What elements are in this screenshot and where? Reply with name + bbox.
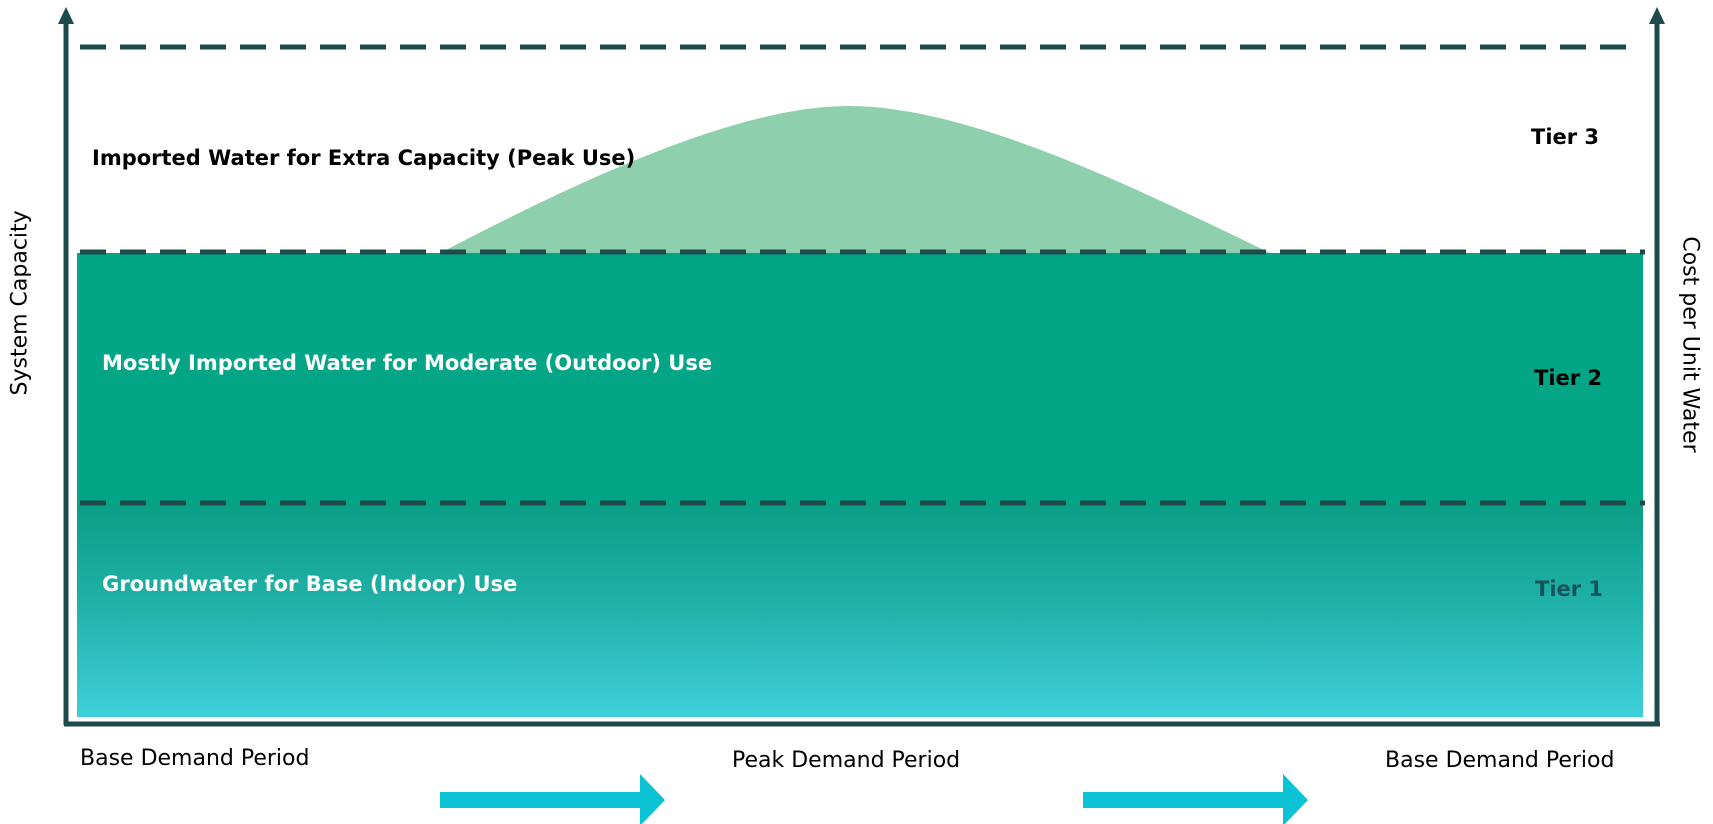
tier2-band — [77, 253, 1643, 503]
x-label-middle: Peak Demand Period — [732, 748, 961, 773]
right-axis-arrowhead — [1649, 7, 1665, 24]
tier2-description: Mostly Imported Water for Moderate (Outd… — [102, 351, 713, 375]
right-axis-title: Cost per Unit Water — [1677, 236, 1703, 453]
tier1-band — [77, 503, 1643, 717]
time-arrow-1 — [440, 774, 665, 824]
x-label-start: Base Demand Period — [80, 746, 310, 771]
peak-demand-curve — [440, 105, 1270, 253]
tier1-description: Groundwater for Base (Indoor) Use — [102, 572, 518, 596]
left-axis-arrowhead — [58, 7, 74, 24]
tier3-description: Imported Water for Extra Capacity (Peak … — [92, 146, 636, 170]
tier1-label: Tier 1 — [1535, 577, 1604, 601]
tier3-label: Tier 3 — [1531, 125, 1600, 149]
time-arrow-2 — [1083, 774, 1308, 824]
left-axis-title: System Capacity — [7, 210, 33, 396]
tier2-label: Tier 2 — [1534, 366, 1603, 390]
x-label-end: Base Demand Period — [1385, 748, 1615, 773]
